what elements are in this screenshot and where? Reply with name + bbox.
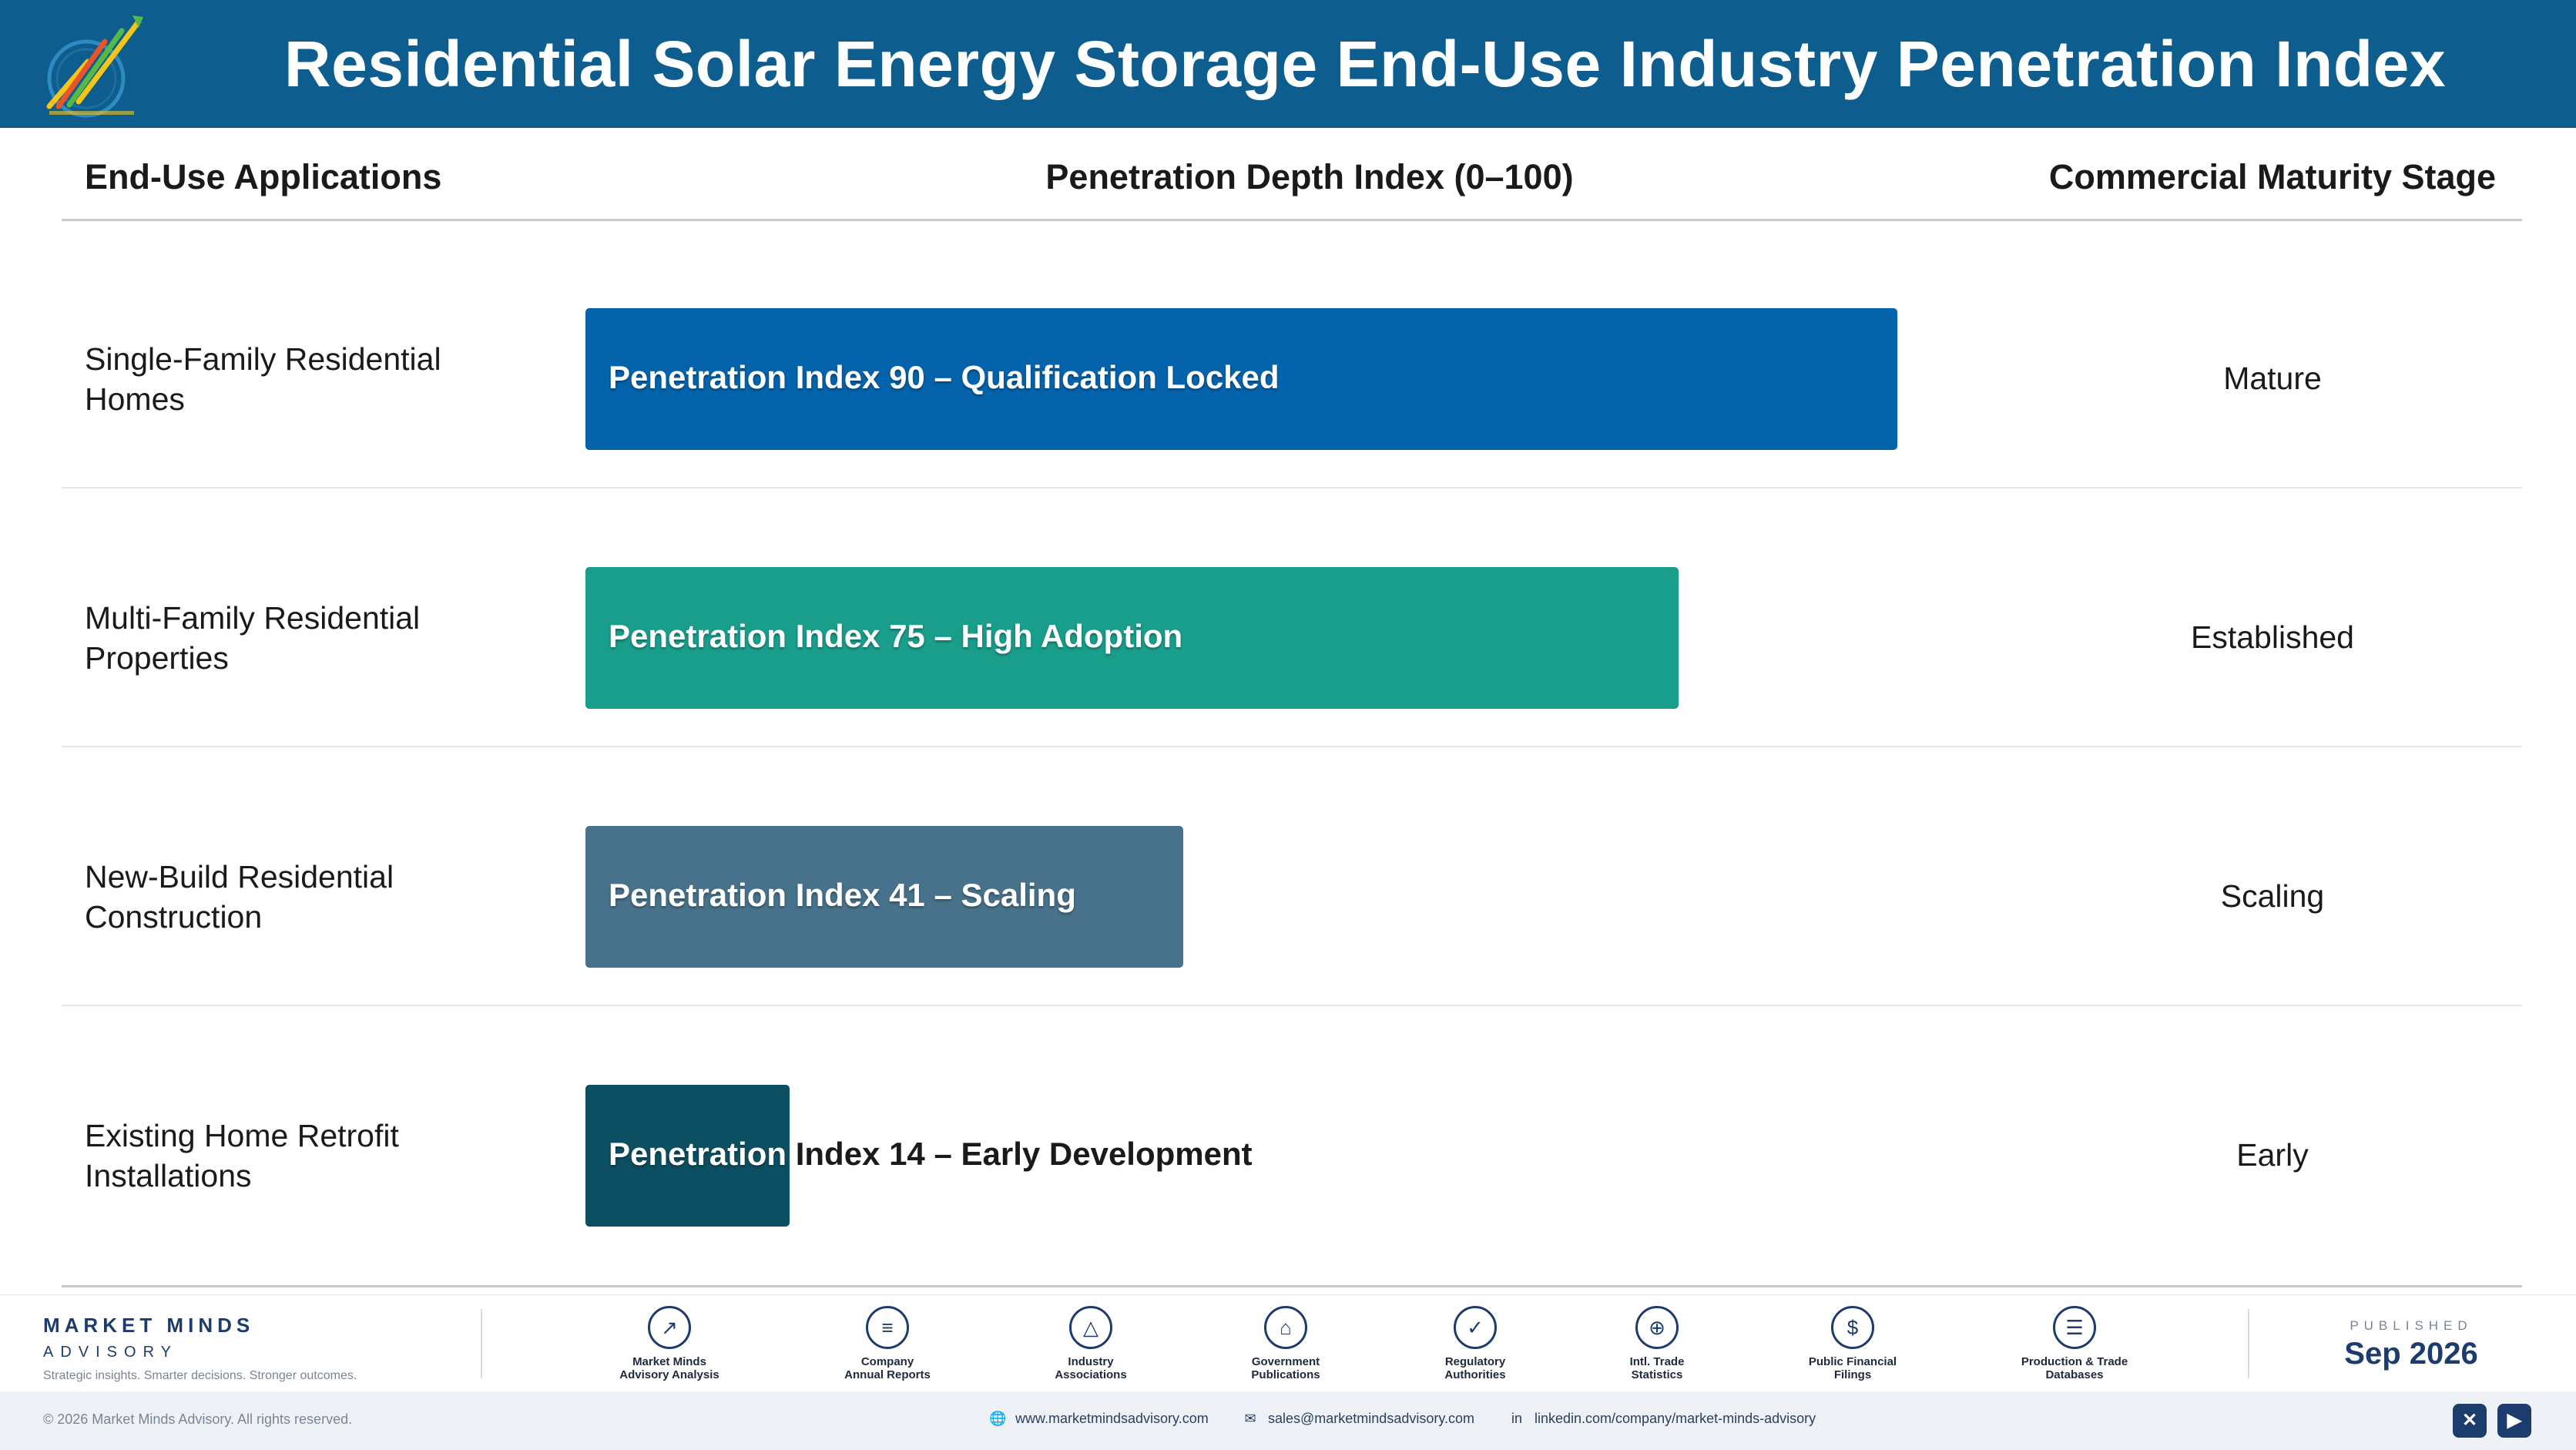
x-social-icon[interactable]: ✕ xyxy=(2453,1404,2487,1438)
source-label-line2: Authorities xyxy=(1444,1368,1506,1381)
bar-value-label-inner: Penetration Index 14 – Early Development xyxy=(609,1136,1253,1172)
bar-value-label: Penetration Index 90 – Qualification Loc… xyxy=(609,359,1280,395)
source-label-line2: Statistics xyxy=(1631,1368,1683,1381)
email-link[interactable]: ✉ sales@marketmindsadvisory.com xyxy=(1242,1410,1474,1427)
email-text: sales@marketmindsadvisory.com xyxy=(1268,1410,1475,1426)
penetration-bar xyxy=(585,826,1183,968)
column-header-stage: Commercial Maturity Stage xyxy=(2048,157,2497,196)
source-label: Market Minds Advisory Analysis xyxy=(592,1355,746,1381)
source-label: Government Publications xyxy=(1209,1355,1363,1381)
currency-icon: $ xyxy=(1831,1306,1874,1349)
maturity-stage-label: Established xyxy=(2191,619,2354,655)
database-icon: ☰ xyxy=(2053,1306,2096,1349)
application-label: Existing Home Retrofit Installations xyxy=(85,1118,399,1193)
page-title: Residential Solar Energy Storage End-Use… xyxy=(283,28,2447,100)
copyright: © 2026 Market Minds Advisory. All rights… xyxy=(43,1411,353,1427)
youtube-social-icon[interactable]: ▶ xyxy=(2497,1404,2531,1438)
linkedin-icon: in xyxy=(1511,1411,1522,1426)
source-item: ⌂ Government Publications xyxy=(1209,1306,1363,1381)
source-label-line1: Intl. Trade xyxy=(1629,1355,1685,1368)
bar-value-label: Penetration Index 41 – Scaling xyxy=(609,877,1076,913)
source-label: Production & Trade Databases xyxy=(1997,1355,2152,1381)
sub-footer: © 2026 Market Minds Advisory. All rights… xyxy=(0,1391,2576,1450)
chart-bottom-divider xyxy=(62,1285,2522,1287)
linkedin-link[interactable]: in linkedin.com/company/market-minds-adv… xyxy=(1508,1410,1816,1427)
bar-value-label: Penetration Index 14 – Early Development xyxy=(609,1136,1253,1172)
source-label: Company Annual Reports xyxy=(810,1355,964,1381)
source-item: △ Industry Associations xyxy=(1014,1306,1168,1381)
source-item: $ Public Financial Filings xyxy=(1776,1306,1930,1381)
brand-tagline: Strategic insights. Smarter decisions. S… xyxy=(43,1369,357,1382)
source-item: ☰ Production & Trade Databases xyxy=(1997,1306,2152,1381)
building-icon: ⌂ xyxy=(1264,1306,1307,1349)
trend-icon: ↗ xyxy=(648,1306,691,1349)
column-header-applications: End-Use Applications xyxy=(85,157,442,196)
source-item: ↗ Market Minds Advisory Analysis xyxy=(592,1306,746,1381)
footer-divider xyxy=(2248,1309,2249,1378)
source-label-line1: Market Minds xyxy=(632,1355,706,1368)
source-label-line1: Company xyxy=(860,1355,914,1368)
application-label: New-Build Residential Construction xyxy=(85,859,394,935)
penetration-bar xyxy=(585,567,1679,709)
brand-sub: ADVISORY xyxy=(43,1344,178,1361)
penetration-bar xyxy=(585,1085,790,1227)
application-label: Multi-Family Residential Properties xyxy=(85,600,421,676)
source-label-line2: Annual Reports xyxy=(844,1368,931,1381)
logo-icon xyxy=(46,15,143,118)
source-label-line2: Advisory Analysis xyxy=(619,1368,719,1381)
document-icon: ≡ xyxy=(866,1306,909,1349)
globe-icon: 🌐 xyxy=(989,1411,1007,1426)
maturity-stage-label: Scaling xyxy=(2220,878,2325,914)
mail-icon: ✉ xyxy=(1244,1411,1256,1426)
row-divider xyxy=(62,487,2522,488)
published-label: PUBLISHED xyxy=(2350,1318,2473,1333)
column-header-depth: Penetration Depth Index (0–100) xyxy=(1045,157,1574,196)
source-label-line1: Public Financial xyxy=(1808,1355,1897,1368)
penetration-bar xyxy=(585,308,1897,450)
footer: MARKET MINDS ADVISORY Strategic insights… xyxy=(0,1294,2576,1391)
source-item: ≡ Company Annual Reports xyxy=(810,1306,964,1381)
linkedin-text: linkedin.com/company/market-minds-adviso… xyxy=(1535,1410,1816,1426)
footer-divider xyxy=(481,1309,482,1378)
source-item: ✓ Regulatory Authorities xyxy=(1398,1306,1552,1381)
source-item: ⊕ Intl. Trade Statistics xyxy=(1580,1306,1734,1381)
source-label: Intl. Trade Statistics xyxy=(1580,1355,1734,1381)
network-icon: △ xyxy=(1069,1306,1112,1349)
brand-block: MARKET MINDS ADVISORY Strategic insights… xyxy=(43,1314,357,1383)
maturity-stage-label: Early xyxy=(2236,1137,2309,1173)
source-label-line2: Filings xyxy=(1833,1368,1872,1381)
website-text: www.marketmindsadvisory.com xyxy=(1015,1410,1209,1426)
maturity-stage-label: Mature xyxy=(2223,361,2322,396)
shield-icon: ✓ xyxy=(1454,1306,1497,1349)
published-date: Sep 2026 xyxy=(2344,1337,2478,1371)
source-label-line1: Regulatory xyxy=(1444,1355,1506,1368)
application-label: Single-Family Residential Homes xyxy=(85,341,441,417)
source-label-line2: Databases xyxy=(2045,1368,2104,1381)
row-divider xyxy=(62,1005,2522,1006)
source-label: Public Financial Filings xyxy=(1776,1355,1930,1381)
header-divider xyxy=(62,219,2522,221)
source-label: Industry Associations xyxy=(1014,1355,1168,1381)
row-divider xyxy=(62,746,2522,747)
brand-name: MARKET MINDS xyxy=(43,1314,255,1337)
website-link[interactable]: 🌐 www.marketmindsadvisory.com xyxy=(989,1410,1209,1427)
source-label-line2: Associations xyxy=(1055,1368,1127,1381)
header-banner: Residential Solar Energy Storage End-Use… xyxy=(0,0,2576,128)
published-block: PUBLISHED Sep 2026 xyxy=(2280,1318,2542,1371)
source-label-line2: Publications xyxy=(1251,1368,1320,1381)
source-label-line1: Industry xyxy=(1068,1355,1114,1368)
source-label-line1: Government xyxy=(1251,1355,1320,1368)
bar-value-label: Penetration Index 75 – High Adoption xyxy=(609,618,1183,654)
source-label: Regulatory Authorities xyxy=(1398,1355,1552,1381)
source-label-line1: Production & Trade xyxy=(2021,1355,2128,1368)
globe-icon: ⊕ xyxy=(1635,1306,1679,1349)
